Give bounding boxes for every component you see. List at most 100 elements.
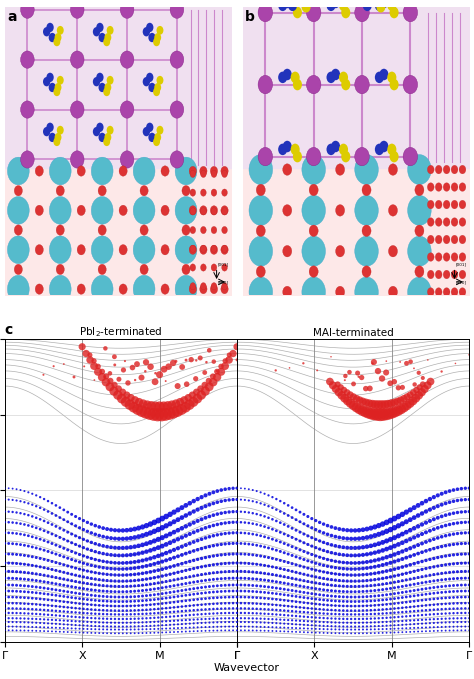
Point xyxy=(339,586,347,597)
Circle shape xyxy=(133,275,155,303)
Point xyxy=(115,533,123,544)
Point xyxy=(131,557,138,568)
Point xyxy=(76,532,83,543)
Point xyxy=(281,622,288,633)
Point xyxy=(186,605,193,616)
Circle shape xyxy=(146,73,154,82)
Point xyxy=(210,568,217,579)
Point xyxy=(339,591,347,602)
Point xyxy=(225,538,233,549)
Point xyxy=(123,596,130,607)
Point xyxy=(166,602,174,613)
Point xyxy=(143,585,150,595)
Point xyxy=(339,581,347,591)
Point xyxy=(155,543,162,553)
Circle shape xyxy=(49,33,56,42)
Point xyxy=(434,561,442,572)
Point xyxy=(418,564,426,575)
Point xyxy=(273,609,280,620)
Point xyxy=(385,408,393,419)
Point xyxy=(25,625,32,636)
Point xyxy=(103,617,111,628)
Point xyxy=(465,572,473,583)
Circle shape xyxy=(190,189,196,196)
Circle shape xyxy=(96,73,104,82)
Point xyxy=(434,490,442,501)
Point xyxy=(446,540,453,551)
Point xyxy=(426,609,434,620)
Point xyxy=(462,580,469,591)
Point xyxy=(304,582,311,593)
Point xyxy=(178,573,186,584)
Point xyxy=(40,588,48,599)
Point xyxy=(406,580,414,591)
Point xyxy=(347,543,355,553)
Point xyxy=(194,600,201,610)
Point xyxy=(9,549,17,559)
Point xyxy=(56,595,64,606)
Point xyxy=(131,524,138,534)
Circle shape xyxy=(153,88,160,96)
Point xyxy=(394,382,402,393)
Point xyxy=(178,623,186,634)
Point xyxy=(9,603,17,614)
Point xyxy=(218,598,225,609)
Point xyxy=(88,617,95,627)
Point xyxy=(206,599,213,610)
Point xyxy=(281,528,288,539)
Point xyxy=(281,614,288,625)
Point xyxy=(83,608,91,619)
Circle shape xyxy=(222,226,228,234)
Point xyxy=(366,383,374,394)
Point xyxy=(465,591,473,602)
Point xyxy=(395,520,402,531)
Point xyxy=(143,520,150,531)
Point xyxy=(316,604,323,614)
Point xyxy=(422,506,430,517)
Point xyxy=(48,610,56,621)
Point xyxy=(9,494,17,505)
Point xyxy=(395,555,402,566)
Point xyxy=(122,397,129,407)
Circle shape xyxy=(133,157,155,185)
Point xyxy=(131,563,138,574)
Point xyxy=(350,391,357,402)
Point xyxy=(111,614,119,625)
Point xyxy=(123,628,130,639)
Point xyxy=(103,549,111,559)
Point xyxy=(115,586,123,597)
Point xyxy=(237,621,245,632)
Point xyxy=(249,603,256,614)
Point xyxy=(269,576,276,587)
Point xyxy=(225,598,233,608)
Point xyxy=(163,563,170,574)
Point xyxy=(103,524,111,534)
Point xyxy=(121,356,129,367)
Point xyxy=(324,554,331,565)
Point xyxy=(395,598,402,608)
Point xyxy=(233,621,241,632)
Point xyxy=(269,625,276,636)
Point xyxy=(72,623,79,634)
Point xyxy=(170,627,178,638)
Text: [010]: [010] xyxy=(456,280,466,284)
Circle shape xyxy=(222,170,228,177)
Point xyxy=(68,592,75,603)
Point xyxy=(158,576,166,587)
Circle shape xyxy=(104,33,111,42)
Point xyxy=(28,521,36,532)
Point xyxy=(422,570,430,581)
Point xyxy=(336,609,343,620)
Point xyxy=(241,557,249,568)
Point xyxy=(395,582,402,593)
Circle shape xyxy=(190,264,196,271)
Point xyxy=(201,386,209,397)
Circle shape xyxy=(283,245,292,257)
Point xyxy=(151,599,158,610)
Point xyxy=(414,601,422,612)
Point xyxy=(135,617,142,628)
Point xyxy=(210,520,217,531)
Point xyxy=(119,617,127,628)
Point xyxy=(48,600,56,611)
Point xyxy=(80,599,87,610)
